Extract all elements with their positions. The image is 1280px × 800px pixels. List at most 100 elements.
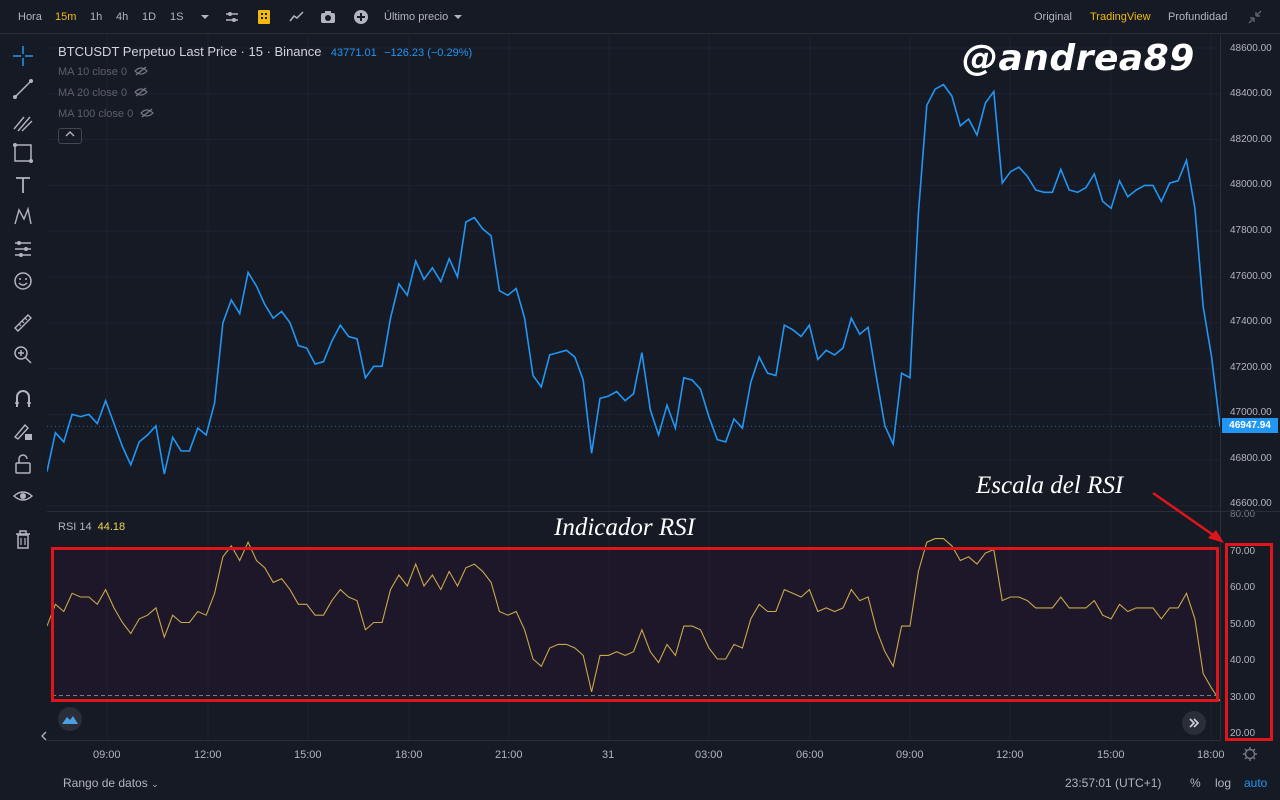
price-tick: 48000.00 bbox=[1230, 179, 1272, 190]
camera-icon[interactable] bbox=[320, 9, 336, 25]
collapse-icon[interactable] bbox=[1247, 9, 1263, 25]
current-price-tag: 46947.94 bbox=[1222, 418, 1278, 433]
rsi-tick: 20.00 bbox=[1230, 728, 1256, 739]
auto-toggle[interactable]: auto bbox=[1244, 776, 1268, 790]
rsi-tick: 50.00 bbox=[1230, 619, 1256, 630]
ma20-label: MA 20 close 0 bbox=[58, 87, 128, 99]
ma20-legend[interactable]: MA 20 close 0 bbox=[58, 87, 149, 99]
date-range-label: Rango de datos bbox=[63, 776, 148, 790]
percent-toggle[interactable]: % bbox=[1190, 776, 1201, 790]
last-price: 43771.01 bbox=[330, 47, 377, 59]
pattern-tool-icon[interactable] bbox=[12, 205, 34, 227]
gear-icon[interactable] bbox=[1242, 746, 1258, 762]
time-axis[interactable]: 09:00 12:00 15:00 18:00 21:00 31 03:00 0… bbox=[47, 740, 1225, 768]
view-original-tab[interactable]: Original bbox=[1034, 11, 1072, 23]
rsi-highlight-box bbox=[51, 547, 1219, 702]
time-tick: 12:00 bbox=[194, 749, 222, 761]
price-line bbox=[47, 83, 1220, 475]
annotation-arrow bbox=[1152, 491, 1224, 543]
view-tradingview-tab[interactable]: TradingView bbox=[1090, 11, 1151, 23]
price-tick: 48200.00 bbox=[1230, 134, 1272, 145]
chart-svg bbox=[47, 35, 1220, 740]
eye-hidden-icon[interactable] bbox=[134, 87, 149, 97]
interval-4h-button[interactable]: 4h bbox=[116, 11, 129, 23]
ma10-legend[interactable]: MA 10 close 0 bbox=[58, 66, 149, 78]
time-tick: 03:00 bbox=[695, 749, 723, 761]
time-label-button[interactable]: Hora bbox=[18, 11, 42, 23]
clock-display[interactable]: 23:57:01 (UTC+1) bbox=[1065, 776, 1162, 790]
crosshair-icon[interactable] bbox=[12, 45, 34, 67]
symbol-legend: BTCUSDT Perpetuo Last Price · 15 · Binan… bbox=[58, 44, 472, 59]
rsi-label: RSI 14 bbox=[58, 521, 92, 533]
eye-hidden-icon[interactable] bbox=[140, 108, 155, 118]
interval-15m-button[interactable]: 15m bbox=[55, 11, 77, 23]
time-tick: 31 bbox=[602, 749, 615, 761]
rsi-band bbox=[52, 549, 1220, 696]
eye-hidden-icon[interactable] bbox=[134, 66, 149, 76]
date-range-button[interactable]: Rango de datos ⌄ bbox=[63, 776, 159, 790]
price-type-dropdown[interactable]: Último precio bbox=[384, 11, 449, 23]
chevron-left-icon[interactable] bbox=[40, 730, 48, 742]
rsi-tick: 80.00 bbox=[1230, 509, 1256, 520]
pane-divider[interactable] bbox=[47, 511, 1280, 512]
rsi-tick: 30.00 bbox=[1230, 692, 1256, 703]
legend-collapse-button[interactable] bbox=[58, 128, 82, 144]
unlock-icon[interactable] bbox=[12, 453, 34, 475]
text-tool-icon[interactable] bbox=[12, 174, 34, 196]
mountain-icon bbox=[62, 716, 78, 724]
chevron-down-icon[interactable] bbox=[450, 9, 466, 25]
rsi-logo-button[interactable] bbox=[58, 707, 82, 731]
price-tick: 48600.00 bbox=[1230, 43, 1272, 54]
time-tick: 15:00 bbox=[294, 749, 322, 761]
top-toolbar: Hora 15m 1h 4h 1D 1S Último precio Origi… bbox=[0, 0, 1280, 34]
prediction-tool-icon[interactable] bbox=[12, 238, 34, 260]
double-chevron-right-icon bbox=[1189, 718, 1200, 728]
annotation-rsi-scale: Escala del RSI bbox=[976, 472, 1124, 499]
emoji-icon[interactable] bbox=[12, 270, 34, 292]
lock-drawing-icon[interactable] bbox=[12, 420, 34, 442]
price-tick: 47400.00 bbox=[1230, 316, 1272, 327]
drawing-toolbar bbox=[0, 35, 46, 765]
watermark: @andrea89 bbox=[962, 38, 1195, 79]
time-tick: 15:00 bbox=[1097, 749, 1125, 761]
rsi-scale-highlight-box bbox=[1225, 543, 1273, 741]
price-tick: 46800.00 bbox=[1230, 453, 1272, 464]
indicators-icon[interactable] bbox=[256, 9, 272, 25]
trend-line-icon[interactable] bbox=[12, 78, 34, 100]
magnet-icon[interactable] bbox=[12, 388, 34, 410]
interval-dropdown-icon[interactable] bbox=[197, 9, 213, 25]
chart-style-icon[interactable] bbox=[289, 9, 305, 25]
fib-tool-icon[interactable] bbox=[12, 111, 34, 133]
rsi-legend[interactable]: RSI 14 44.18 bbox=[58, 521, 125, 533]
time-tick: 18:00 bbox=[1197, 749, 1225, 761]
trash-icon[interactable] bbox=[12, 528, 34, 550]
price-change: −126.23 (−0.29%) bbox=[384, 47, 473, 59]
eye-icon[interactable] bbox=[12, 485, 34, 507]
add-circle-icon[interactable] bbox=[353, 9, 369, 25]
rsi-line bbox=[47, 538, 1220, 702]
price-tick: 46600.00 bbox=[1230, 498, 1272, 509]
interval-1d-button[interactable]: 1D bbox=[142, 11, 157, 23]
interval-1h-button[interactable]: 1h bbox=[90, 11, 103, 23]
time-tick: 12:00 bbox=[996, 749, 1024, 761]
rsi-tick: 40.00 bbox=[1230, 655, 1256, 666]
price-tick: 47200.00 bbox=[1230, 362, 1272, 373]
price-tick: 48400.00 bbox=[1230, 88, 1272, 99]
zoom-in-icon[interactable] bbox=[12, 344, 34, 366]
price-tick: 47600.00 bbox=[1230, 271, 1272, 282]
interval-1s-button[interactable]: 1S bbox=[170, 11, 184, 23]
chevron-up-icon bbox=[65, 131, 75, 137]
settings-sliders-icon[interactable] bbox=[224, 9, 240, 25]
chart-canvas[interactable] bbox=[47, 35, 1220, 740]
view-depth-tab[interactable]: Profundidad bbox=[1168, 11, 1228, 23]
rectangle-tool-icon[interactable] bbox=[12, 142, 34, 164]
ruler-icon[interactable] bbox=[12, 312, 34, 334]
ma100-legend[interactable]: MA 100 close 0 bbox=[58, 108, 155, 120]
scroll-right-button[interactable] bbox=[1182, 711, 1206, 735]
ma100-label: MA 100 close 0 bbox=[58, 108, 134, 120]
time-tick: 06:00 bbox=[796, 749, 824, 761]
symbol-title: BTCUSDT Perpetuo Last Price · 15 · Binan… bbox=[58, 44, 322, 59]
chevron-down-icon: ⌄ bbox=[151, 779, 159, 789]
rsi-tick: 70.00 bbox=[1230, 546, 1256, 557]
log-toggle[interactable]: log bbox=[1215, 776, 1232, 790]
